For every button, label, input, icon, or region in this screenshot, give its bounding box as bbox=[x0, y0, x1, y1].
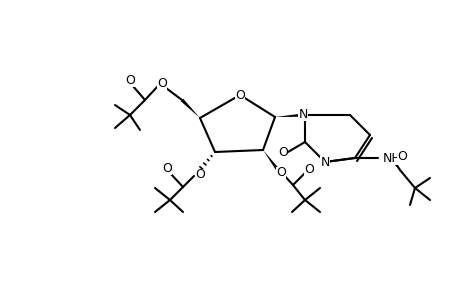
Text: O: O bbox=[125, 74, 134, 86]
Text: O: O bbox=[275, 167, 285, 179]
Text: O: O bbox=[277, 146, 287, 158]
Text: O: O bbox=[303, 163, 313, 176]
Polygon shape bbox=[180, 99, 200, 118]
Text: O: O bbox=[235, 88, 244, 101]
Polygon shape bbox=[274, 113, 304, 117]
Polygon shape bbox=[263, 150, 279, 171]
Text: N: N bbox=[319, 155, 329, 169]
Text: NH: NH bbox=[382, 152, 401, 164]
Text: N: N bbox=[298, 107, 307, 121]
Text: O: O bbox=[157, 76, 167, 89]
Text: O: O bbox=[396, 149, 406, 163]
Text: O: O bbox=[195, 169, 205, 182]
Text: O: O bbox=[162, 161, 172, 175]
